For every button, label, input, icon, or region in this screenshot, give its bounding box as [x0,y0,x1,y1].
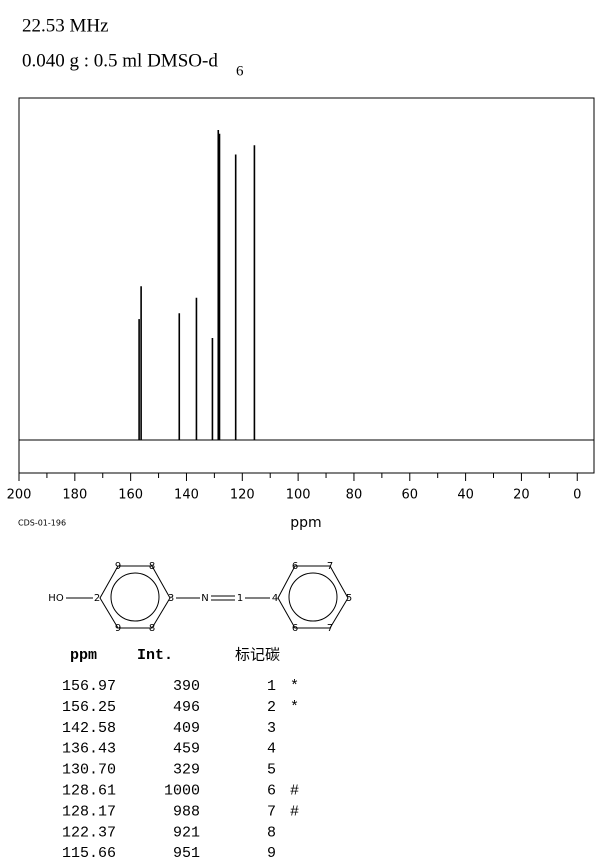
table-cell: 6 [267,782,276,799]
table-cell: 5 [267,762,276,779]
table-cell: 115.66 [62,845,116,859]
atom-label: 7 [327,561,333,572]
x-tick-label: 120 [230,488,255,503]
table-cell: 142.58 [62,720,116,737]
table-cell: 329 [173,762,200,779]
x-tick-label: 160 [118,488,143,503]
table-cell: * [290,699,299,716]
table-cell: 122.37 [62,824,116,841]
table-cell: 459 [173,741,200,758]
table-cell: * [290,678,299,695]
table-cell: 988 [173,803,200,820]
table-cell: 1 [267,678,276,695]
x-tick-label: 60 [402,488,419,503]
atom-label: 9 [115,561,121,572]
atom-label: 4 [272,593,278,604]
x-axis-label: ppm [290,515,321,531]
chart-subtitle: 0.040 g : 0.5 ml DMSO-d [22,50,218,71]
table-cell: 390 [173,678,200,695]
table-cell: 951 [173,845,200,859]
table-cell: 1000 [164,782,200,799]
table-cell: 496 [173,699,200,716]
x-tick-label: 100 [286,488,311,503]
atom-label: 8 [149,561,155,572]
table-cell: 156.25 [62,699,116,716]
table-cell: # [290,782,299,799]
atom-label: 7 [327,623,333,634]
table-header: Int. [137,647,173,664]
atom-label: 9 [115,623,121,634]
table-header: ppm [70,647,97,664]
table-cell: 921 [173,824,200,841]
x-tick-label: 20 [513,488,530,503]
table-header: 标记碳 [235,646,280,664]
ring-circle [288,572,338,622]
x-tick-label: 40 [457,488,474,503]
ring [99,565,171,629]
structure [66,565,349,629]
x-tick-label: 180 [62,488,87,503]
atom-label: N [201,593,208,604]
atom-label: 2 [94,593,100,604]
ring-circle [110,572,160,622]
atom-label: 1 [237,593,243,604]
table-cell: 9 [267,845,276,859]
table-cell: 128.17 [62,803,116,820]
table-cell: 136.43 [62,741,116,758]
atom-label: 8 [149,623,155,634]
structure-labels: HO 2 9 8 3 9 8 N 1 4 6 7 5 6 7 [48,561,352,634]
table-cell: 130.70 [62,762,116,779]
atom-label: 6 [292,561,298,572]
x-tick-label: 140 [174,488,199,503]
table-cell: 3 [267,720,276,737]
x-tick-label: 200 [7,488,32,503]
table-cell: 128.61 [62,782,116,799]
table-cell: 156.97 [62,678,116,695]
atom-label: 5 [346,593,352,604]
ring [277,565,349,629]
subtitle-subscript: 6 [236,63,244,79]
plot-frame [18,97,595,474]
code-label: CDS-01-196 [18,519,66,528]
table-cell: 7 [267,803,276,820]
x-tick-label: 80 [346,488,363,503]
table-cell: 2 [267,699,276,716]
atom-label: HO [48,593,64,604]
x-tick-label: 0 [573,488,581,503]
atom-label: 6 [292,623,298,634]
table-cell: # [290,803,299,820]
table-cell: 409 [173,720,200,737]
table-cell: 8 [267,824,276,841]
table-cell: 4 [267,741,276,758]
chart-title: 22.53 MHz [22,15,109,36]
atom-label: 3 [168,593,174,604]
